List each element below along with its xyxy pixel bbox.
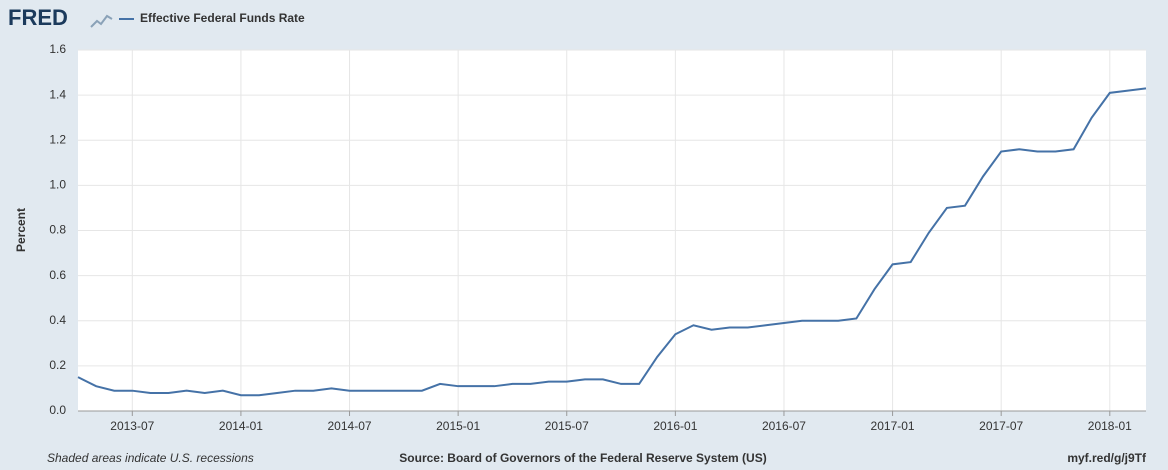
x-tick-label: 2016-07 (762, 419, 806, 433)
x-tick-label: 2016-01 (653, 419, 697, 433)
y-tick-label: 1.6 (49, 42, 66, 56)
logo-icon (90, 14, 113, 28)
series-line (77, 87, 1147, 397)
link: myf.red/g/j9Tf (1067, 451, 1147, 465)
x-tick-label: 2015-07 (545, 419, 589, 433)
source: Source: Board of Governors of the Federa… (399, 451, 766, 465)
x-tick-label: 2014-01 (219, 419, 263, 433)
x-tick-label: 2018-01 (1088, 419, 1132, 433)
x-tick-label: 2014-07 (328, 419, 372, 433)
legend-label: Effective Federal Funds Rate (140, 11, 305, 25)
y-tick-label: 0.8 (49, 223, 66, 237)
note: Shaded areas indicate U.S. recessions (47, 451, 254, 465)
y-tick-label: 1.4 (49, 87, 66, 101)
y-tick-label: 0.0 (49, 403, 66, 417)
x-tick-label: 2017-01 (871, 419, 915, 433)
y-tick-label: 1.2 (49, 132, 66, 146)
y-tick-label: 0.4 (49, 313, 66, 327)
y-tick-label: 1.0 (49, 178, 66, 192)
logo: FRED (8, 5, 68, 30)
x-tick-label: 2013-07 (110, 419, 154, 433)
y-tick-label: 0.6 (49, 268, 66, 282)
x-tick-label: 2017-07 (979, 419, 1023, 433)
x-tick-label: 2015-01 (436, 419, 480, 433)
y-axis-label: Percent (14, 208, 28, 252)
y-tick-label: 0.2 (49, 358, 66, 372)
